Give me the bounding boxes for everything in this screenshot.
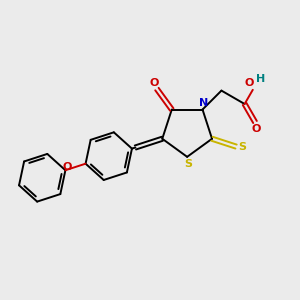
Text: H: H (256, 74, 266, 84)
Text: O: O (62, 162, 72, 172)
Text: O: O (252, 124, 261, 134)
Text: O: O (244, 78, 254, 88)
Text: O: O (149, 78, 159, 88)
Text: S: S (184, 159, 193, 169)
Text: S: S (238, 142, 247, 152)
Text: N: N (200, 98, 208, 108)
